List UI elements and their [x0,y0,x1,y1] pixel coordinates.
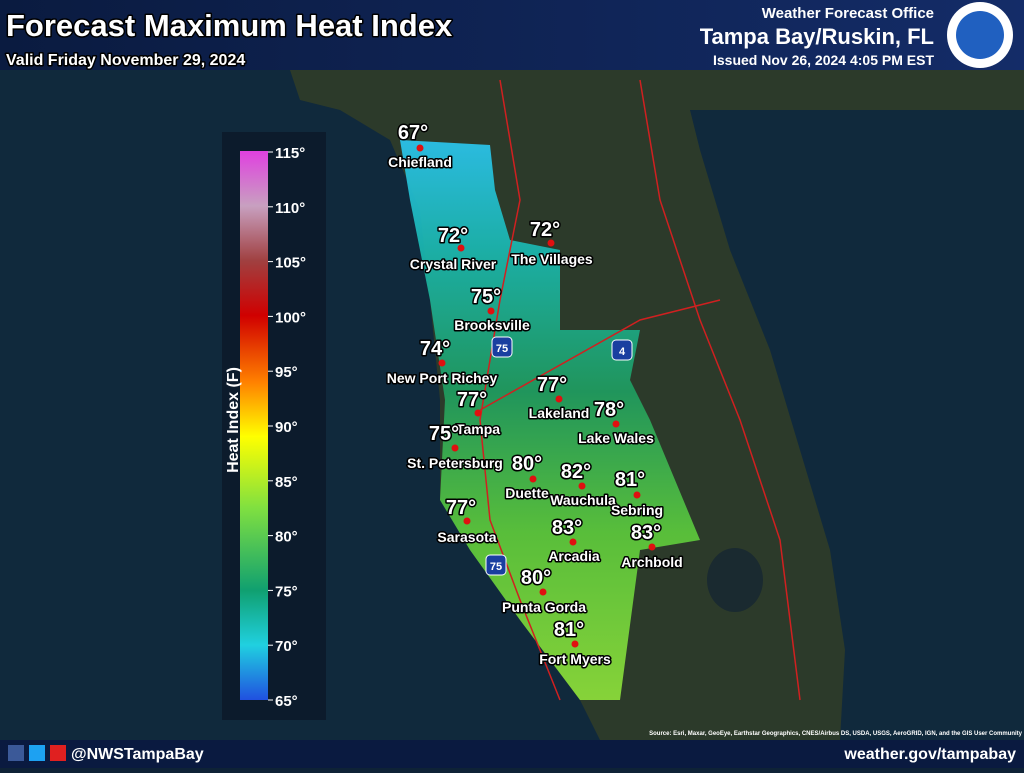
legend-label: Heat Index (F) [225,367,242,473]
city-temp: 75° [471,286,501,308]
city-dot [463,517,471,525]
lake [707,548,763,612]
city-temp: 74° [420,338,450,360]
youtube-icon[interactable] [50,745,66,761]
city-dot [487,307,495,315]
legend-tick-label: 110° [275,200,305,217]
city-dot [555,395,563,403]
location: Tampa Bay/Ruskin, FL [700,24,934,49]
city-name: Archbold [621,554,682,570]
city-name: Fort Myers [539,651,611,667]
city-name: New Port Richey [387,370,498,386]
city-name: Brooksville [454,317,530,333]
city-dot [648,543,656,551]
city-temp: 83° [552,517,582,539]
nws-logo-inner [956,11,1004,59]
city-name: St. Petersburg [407,455,503,471]
city-dot [438,359,446,367]
legend-tick-label: 70° [275,638,298,655]
city-temp: 77° [537,374,567,396]
interstate-shield [491,336,513,358]
city-name: Wauchula [550,492,616,508]
city-name: Duette [505,485,549,501]
city-name: Chiefland [388,154,452,170]
footer-bar [0,740,1024,768]
legend-tick-label: 105° [275,255,306,272]
city-temp: 78° [594,399,624,421]
city-name: Punta Gorda [502,599,586,615]
forecast-area [400,140,700,700]
legend-tick-label: 95° [275,364,298,381]
interstate-shield [485,554,507,576]
city-dot [578,482,586,490]
city-temp: 72° [438,225,468,247]
valid-date: Valid Friday November 29, 2024 [6,52,245,69]
office: Weather Forecast Office [762,5,934,22]
city-temp: 67° [398,122,428,144]
city-temp: 75° [429,423,459,445]
shield-number: 4 [619,346,626,358]
city-name: Crystal River [410,256,497,272]
legend-box [222,132,326,720]
city-dot [612,420,620,428]
shield-number: 75 [496,343,508,355]
city-temp: 82° [561,461,591,483]
twitter-icon[interactable] [29,745,45,761]
attribution: Source: Esri, Maxar, GeoEye, Earthstar G… [649,731,1023,737]
city-dot [416,144,424,152]
facebook-icon[interactable] [8,745,24,761]
city-temp: 81° [615,469,645,491]
city-dot [633,491,641,499]
city-dot [547,239,555,247]
interstate-shield [611,339,633,361]
shield-number: 75 [490,561,502,573]
city-temp: 80° [521,567,551,589]
website[interactable]: weather.gov/tampabay [843,746,1016,763]
city-dot [451,444,459,452]
legend-tick-label: 115° [275,145,305,162]
city-temp: 80° [512,453,542,475]
city-temp: 72° [530,219,560,241]
city-name: Sebring [611,502,663,518]
legend-tick-label: 100° [275,309,306,326]
title: Forecast Maximum Heat Index [6,8,453,43]
issued: Issued Nov 26, 2024 4:05 PM EST [713,52,934,68]
header-bar [0,0,1024,70]
city-dot [474,409,482,417]
legend-scale [240,151,268,700]
roads [479,79,801,701]
legend-tick-label: 80° [275,529,298,546]
social-handle[interactable]: @NWSTampaBay [71,746,204,763]
city-dot [569,538,577,546]
city-name: Lake Wales [578,430,654,446]
legend-tick-label: 85° [275,474,298,491]
city-dot [539,588,547,596]
city-dot [457,244,465,252]
city-dot [571,640,579,648]
city-name: The Villages [511,251,593,267]
city-name: Arcadia [548,548,600,564]
legend-tick-label: 90° [275,419,298,436]
city-name: Sarasota [437,529,496,545]
city-dot [529,475,537,483]
city-temp: 81° [554,619,584,641]
city-name: Lakeland [529,405,590,421]
city-temp: 77° [457,389,487,411]
city-name: Tampa [456,421,500,437]
legend-tick-label: 75° [275,583,298,600]
city-temp: 83° [631,522,661,544]
legend-tick-label: 65° [275,693,298,710]
city-temp: 77° [446,497,476,519]
